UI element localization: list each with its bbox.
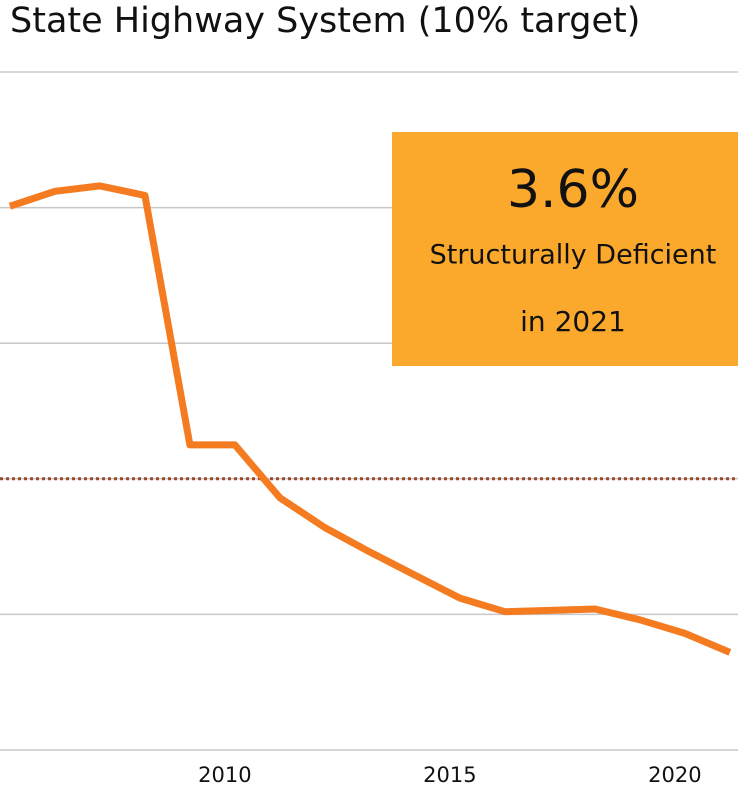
annotation-box	[392, 132, 738, 366]
annotation-text: in 2021	[520, 305, 626, 338]
x-tick-label: 2015	[423, 763, 476, 787]
line-series	[8, 182, 732, 656]
x-tick-label: 2010	[198, 763, 251, 787]
annotation-text: Structurally Deficient	[430, 240, 717, 271]
annotation-text: 3.6%	[507, 160, 639, 220]
chart-title: State Highway System (10% target)	[10, 1, 640, 41]
x-tick-label: 2020	[648, 763, 701, 787]
